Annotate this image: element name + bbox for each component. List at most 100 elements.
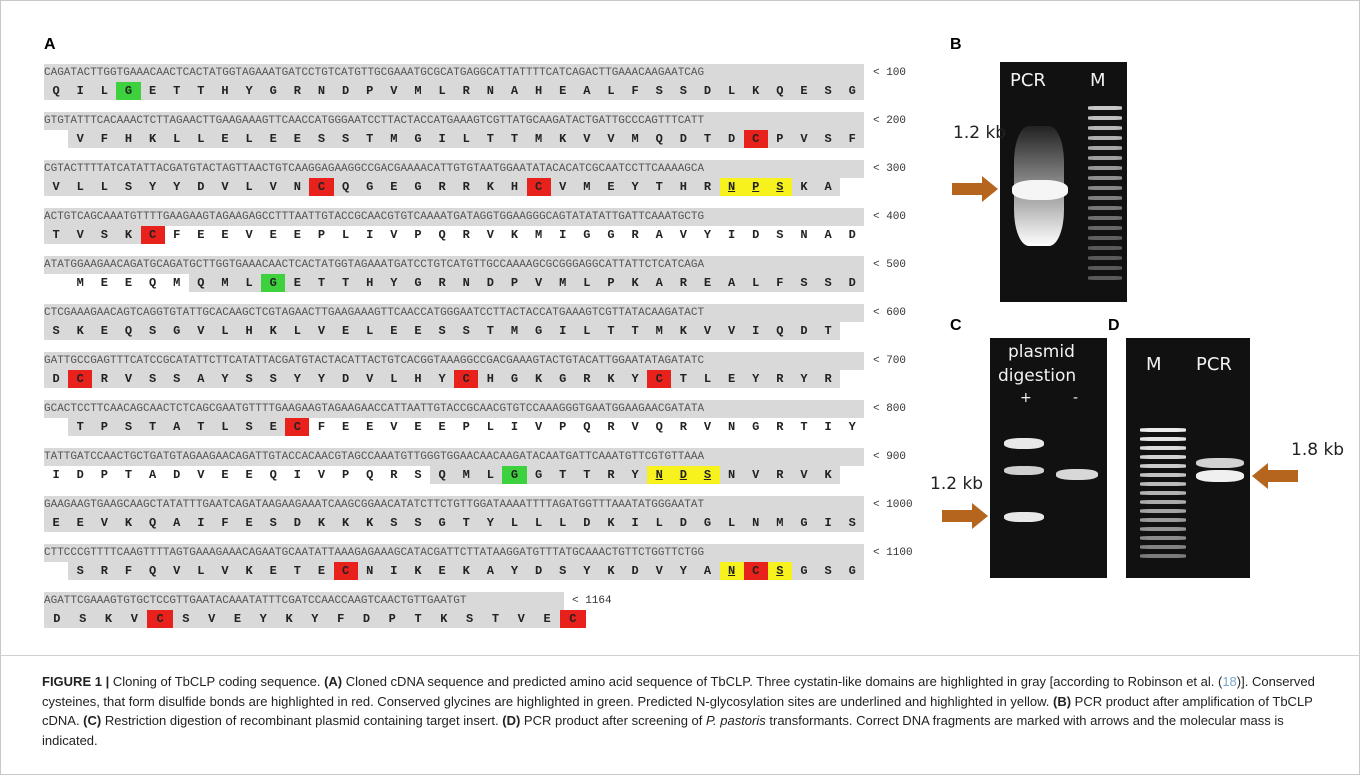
residue: E — [414, 420, 422, 434]
residue: D — [188, 178, 213, 196]
residue: M — [212, 274, 237, 292]
position-marker: < 900 — [873, 451, 907, 463]
residue — [44, 418, 68, 436]
residue: R — [767, 466, 792, 484]
residue: N — [309, 82, 334, 100]
residue: S — [456, 610, 483, 628]
residue: M — [76, 276, 84, 290]
residue: E — [430, 562, 455, 580]
residue: Y — [381, 274, 406, 292]
residue: V — [357, 370, 382, 388]
gel-b: PCR M — [1000, 62, 1127, 302]
residue: Y — [237, 82, 262, 100]
residue: G — [405, 178, 430, 196]
residue: G — [526, 322, 551, 340]
residue: G — [583, 228, 591, 242]
residue: L — [502, 514, 527, 532]
nucleotide-sequence: GCACTCCTTCAACAGCAACTCTCAGCGAATGTTTTGAAGA… — [44, 400, 864, 418]
residue: S — [550, 562, 575, 580]
ladder-band — [1088, 226, 1122, 230]
residue: F — [623, 82, 648, 100]
caption-text-1: Cloning of TbCLP coding sequence. — [109, 674, 325, 689]
nucleotide-sequence: TATTGATCCAACTGCTGATGTAGAAGAACAGATTGTACCA… — [44, 448, 864, 466]
residue: D — [478, 274, 503, 292]
residue: L — [430, 82, 455, 100]
residue: V — [92, 514, 117, 532]
nucleotide-sequence: GTGTATTTCACAAACTCTTAGAACTTGAAGAAAGTTCAAC… — [44, 112, 864, 130]
residue: T — [695, 130, 720, 148]
residue: K — [237, 562, 262, 580]
residue: E — [791, 82, 816, 100]
caption-reference-link[interactable]: 18 — [1222, 674, 1237, 689]
residue: L — [478, 466, 503, 484]
nucleotide-sequence: ATATGGAAGAACAGATGCAGATGCTTGGTGAAACAACTCA… — [44, 256, 864, 274]
ladder-band — [1140, 500, 1186, 504]
residue: V — [198, 610, 225, 628]
residue: Q — [333, 178, 358, 196]
gel-d-lane-marker: M — [1146, 354, 1162, 375]
residue: F — [173, 228, 181, 242]
residue: K — [309, 514, 334, 532]
residue — [44, 274, 68, 292]
residue — [840, 322, 864, 340]
residue: V — [631, 420, 639, 434]
residue: V — [719, 322, 744, 340]
position-marker: < 800 — [873, 403, 907, 415]
residue: Q — [269, 468, 277, 482]
residue: Y — [309, 370, 334, 388]
residue: S — [333, 130, 358, 148]
residue: S — [840, 514, 865, 532]
residue: C — [68, 370, 93, 388]
residue: R — [679, 420, 687, 434]
residue: K — [816, 466, 841, 484]
nucleotide-sequence: AGATTCGAAAGTGTGCTCCGTTGAATACAAATATTTCGAT… — [44, 592, 564, 610]
residue: I — [68, 82, 93, 100]
residue: V — [44, 178, 69, 196]
residue: L — [574, 322, 599, 340]
gel-d: M PCR — [1126, 338, 1250, 578]
caption-text-5: Restriction digestion of recombinant pla… — [101, 713, 503, 728]
residue: L — [743, 274, 768, 292]
residue: H — [526, 82, 551, 100]
ladder-band — [1088, 236, 1122, 240]
residue: R — [462, 228, 470, 242]
residue: R — [285, 82, 310, 100]
residue: P — [341, 468, 350, 482]
residue: E — [341, 420, 350, 434]
residue: D — [623, 562, 648, 580]
position-marker: < 100 — [873, 67, 907, 79]
residue: C — [743, 130, 768, 148]
residue: D — [173, 468, 181, 482]
residue: F — [327, 610, 354, 628]
residue: E — [719, 370, 744, 388]
residue: Q — [148, 276, 157, 290]
residue: G — [840, 82, 865, 100]
residue: K — [405, 562, 430, 580]
residue: E — [92, 322, 117, 340]
residue: Y — [212, 370, 237, 388]
gel-b-lane-pcr: PCR — [1010, 70, 1046, 91]
residue: E — [534, 610, 560, 628]
residue: C — [309, 178, 334, 196]
residue: L — [164, 130, 189, 148]
residue: T — [309, 274, 334, 292]
residue: C — [743, 562, 768, 580]
residue: D — [285, 514, 310, 532]
residue: E — [405, 322, 430, 340]
ladder-band — [1140, 473, 1186, 477]
caption-b: (B) — [1052, 693, 1072, 709]
residue: P — [743, 178, 768, 196]
residue: V — [390, 228, 398, 242]
residue: E — [550, 82, 575, 100]
residue: G — [607, 228, 615, 242]
residue: M — [502, 322, 527, 340]
residue: Q — [116, 322, 141, 340]
caption-species: P. pastoris — [706, 713, 766, 728]
residue: V — [68, 226, 93, 244]
residue: D — [333, 370, 358, 388]
residue: I — [623, 514, 648, 532]
residue: P — [559, 420, 567, 434]
